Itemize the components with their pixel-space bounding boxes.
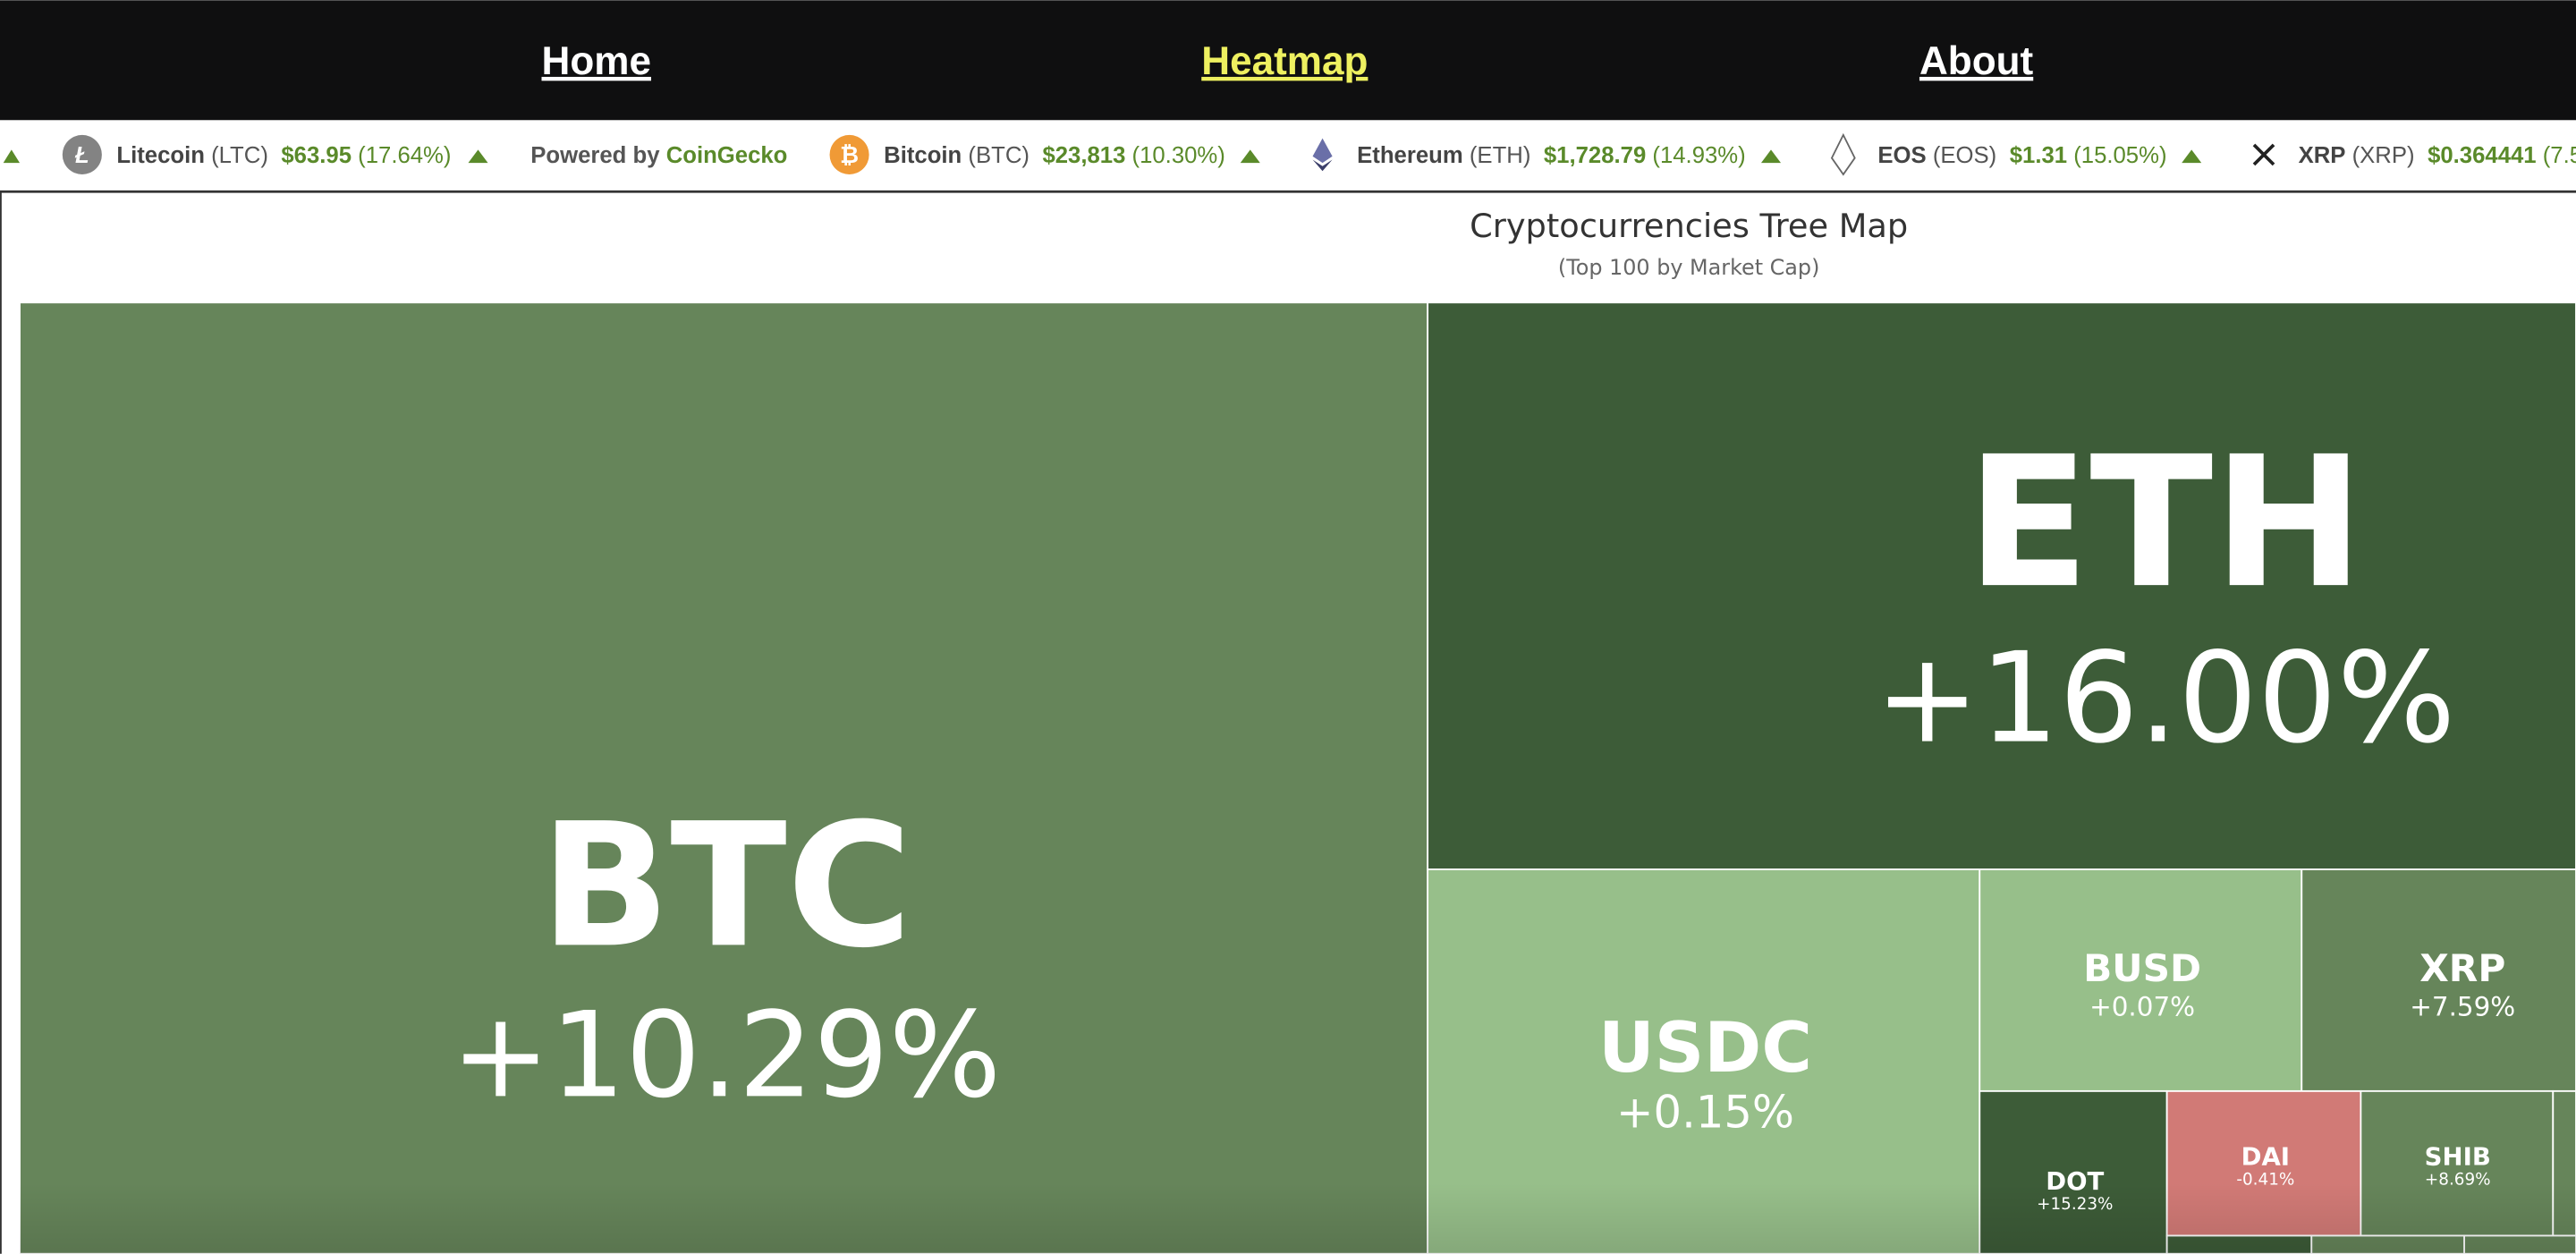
nav-link[interactable]: About: [1919, 39, 2034, 83]
coin-price: $1.31: [2010, 143, 2067, 168]
ticker-item[interactable]: EOS (EOS) $1.31 (15.05%): [1877, 143, 2166, 168]
coin-icon: [829, 134, 869, 174]
bottom-fade: [20, 1182, 2576, 1254]
treemap: [19, 301, 2576, 1254]
ticker-item[interactable]: Litecoin (LTC) $63.95 (17.64%): [116, 143, 451, 168]
up-arrow: [2182, 149, 2202, 164]
tile-change: +0.07%: [2089, 991, 2195, 1021]
icon-glyph: ₿: [840, 143, 859, 168]
coin-name: Bitcoin: [884, 143, 962, 168]
tile-change: +7.59%: [2410, 991, 2515, 1021]
coin-symbol: (EOS): [1933, 143, 1996, 168]
tile[interactable]: [2301, 868, 2576, 1092]
icon-glyph: Ł: [74, 143, 89, 168]
coin-name: Ethereum: [1357, 143, 1463, 168]
tile-symbol: ETH: [1966, 417, 2364, 628]
coin-change: (7.59%): [2543, 143, 2576, 168]
coin-symbol: (XRP): [2352, 143, 2415, 168]
coin-icon: [62, 134, 102, 174]
coin-price: $63.95: [281, 143, 352, 168]
coin-name: EOS: [1877, 143, 1926, 168]
powered-brand: CoinGecko: [666, 143, 788, 168]
tile[interactable]: [1427, 301, 2576, 870]
coin-name: Litecoin: [116, 143, 205, 168]
nav-link[interactable]: Home: [542, 39, 651, 83]
powered-by[interactable]: Powered by CoinGecko: [530, 143, 787, 168]
tile-symbol: USDC: [1598, 1008, 1812, 1089]
coin-icon: [1312, 159, 1333, 172]
tile-symbol: XRP: [2419, 946, 2505, 990]
tile-change: +16.00%: [1875, 625, 2455, 771]
tile-symbol: SHIB: [2425, 1143, 2491, 1172]
tile-change: +8.69%: [2425, 1171, 2491, 1190]
coin-icon: [1830, 132, 1856, 176]
treemap-subtitle: (Top 100 by Market Cap): [1558, 255, 1819, 280]
up-arrow: [468, 149, 488, 164]
coin-change: (10.30%): [1132, 143, 1225, 168]
powered-prefix: Powered by: [530, 143, 660, 168]
coin-change: (17.64%): [358, 143, 451, 168]
tile-symbol: DAI: [2241, 1143, 2290, 1172]
tile-change: -0.41%: [2236, 1171, 2294, 1190]
coin-symbol: (LTC): [211, 143, 268, 168]
ticker-item[interactable]: Bitcoin (BTC) $23,813 (10.30%): [884, 143, 1225, 168]
nav-bar: [0, 0, 2576, 121]
treemap-title: Cryptocurrencies Tree Map: [1470, 207, 1908, 245]
ticker-bar: [0, 120, 2576, 191]
coin-change: (14.93%): [1652, 143, 1745, 168]
tile-change: +0.15%: [1616, 1086, 1794, 1138]
tile[interactable]: [19, 301, 1429, 1254]
up-arrow: [1240, 149, 1260, 164]
up-arrow: [3, 149, 21, 164]
coin-icon: [1312, 138, 1333, 164]
coin-name: XRP: [2299, 143, 2346, 168]
coin-symbol: (BTC): [968, 143, 1030, 168]
tile-symbol: BTC: [540, 787, 912, 986]
ticker-item[interactable]: Ethereum (ETH) $1,728.79 (14.93%): [1357, 143, 1746, 168]
up-arrow: [1760, 149, 1782, 164]
coin-price: $1,728.79: [1544, 143, 1646, 168]
coin-price: $23,813: [1042, 143, 1125, 168]
tile-symbol: DOT: [2046, 1167, 2104, 1196]
tile-symbol: BUSD: [2083, 946, 2201, 990]
coin-icon: [2252, 143, 2275, 166]
tile-change: +10.29%: [451, 987, 1001, 1124]
tile-change: +15.23%: [2037, 1195, 2113, 1214]
nav-link[interactable]: Heatmap: [1201, 39, 1368, 83]
ticker-item[interactable]: XRP (XRP) $0.364441 (7.59%): [2299, 143, 2576, 168]
coin-symbol: (ETH): [1470, 143, 1531, 168]
coin-change: (15.05%): [2073, 143, 2166, 168]
tile[interactable]: [1979, 868, 2303, 1092]
coin-price: $0.364441: [2428, 143, 2537, 168]
